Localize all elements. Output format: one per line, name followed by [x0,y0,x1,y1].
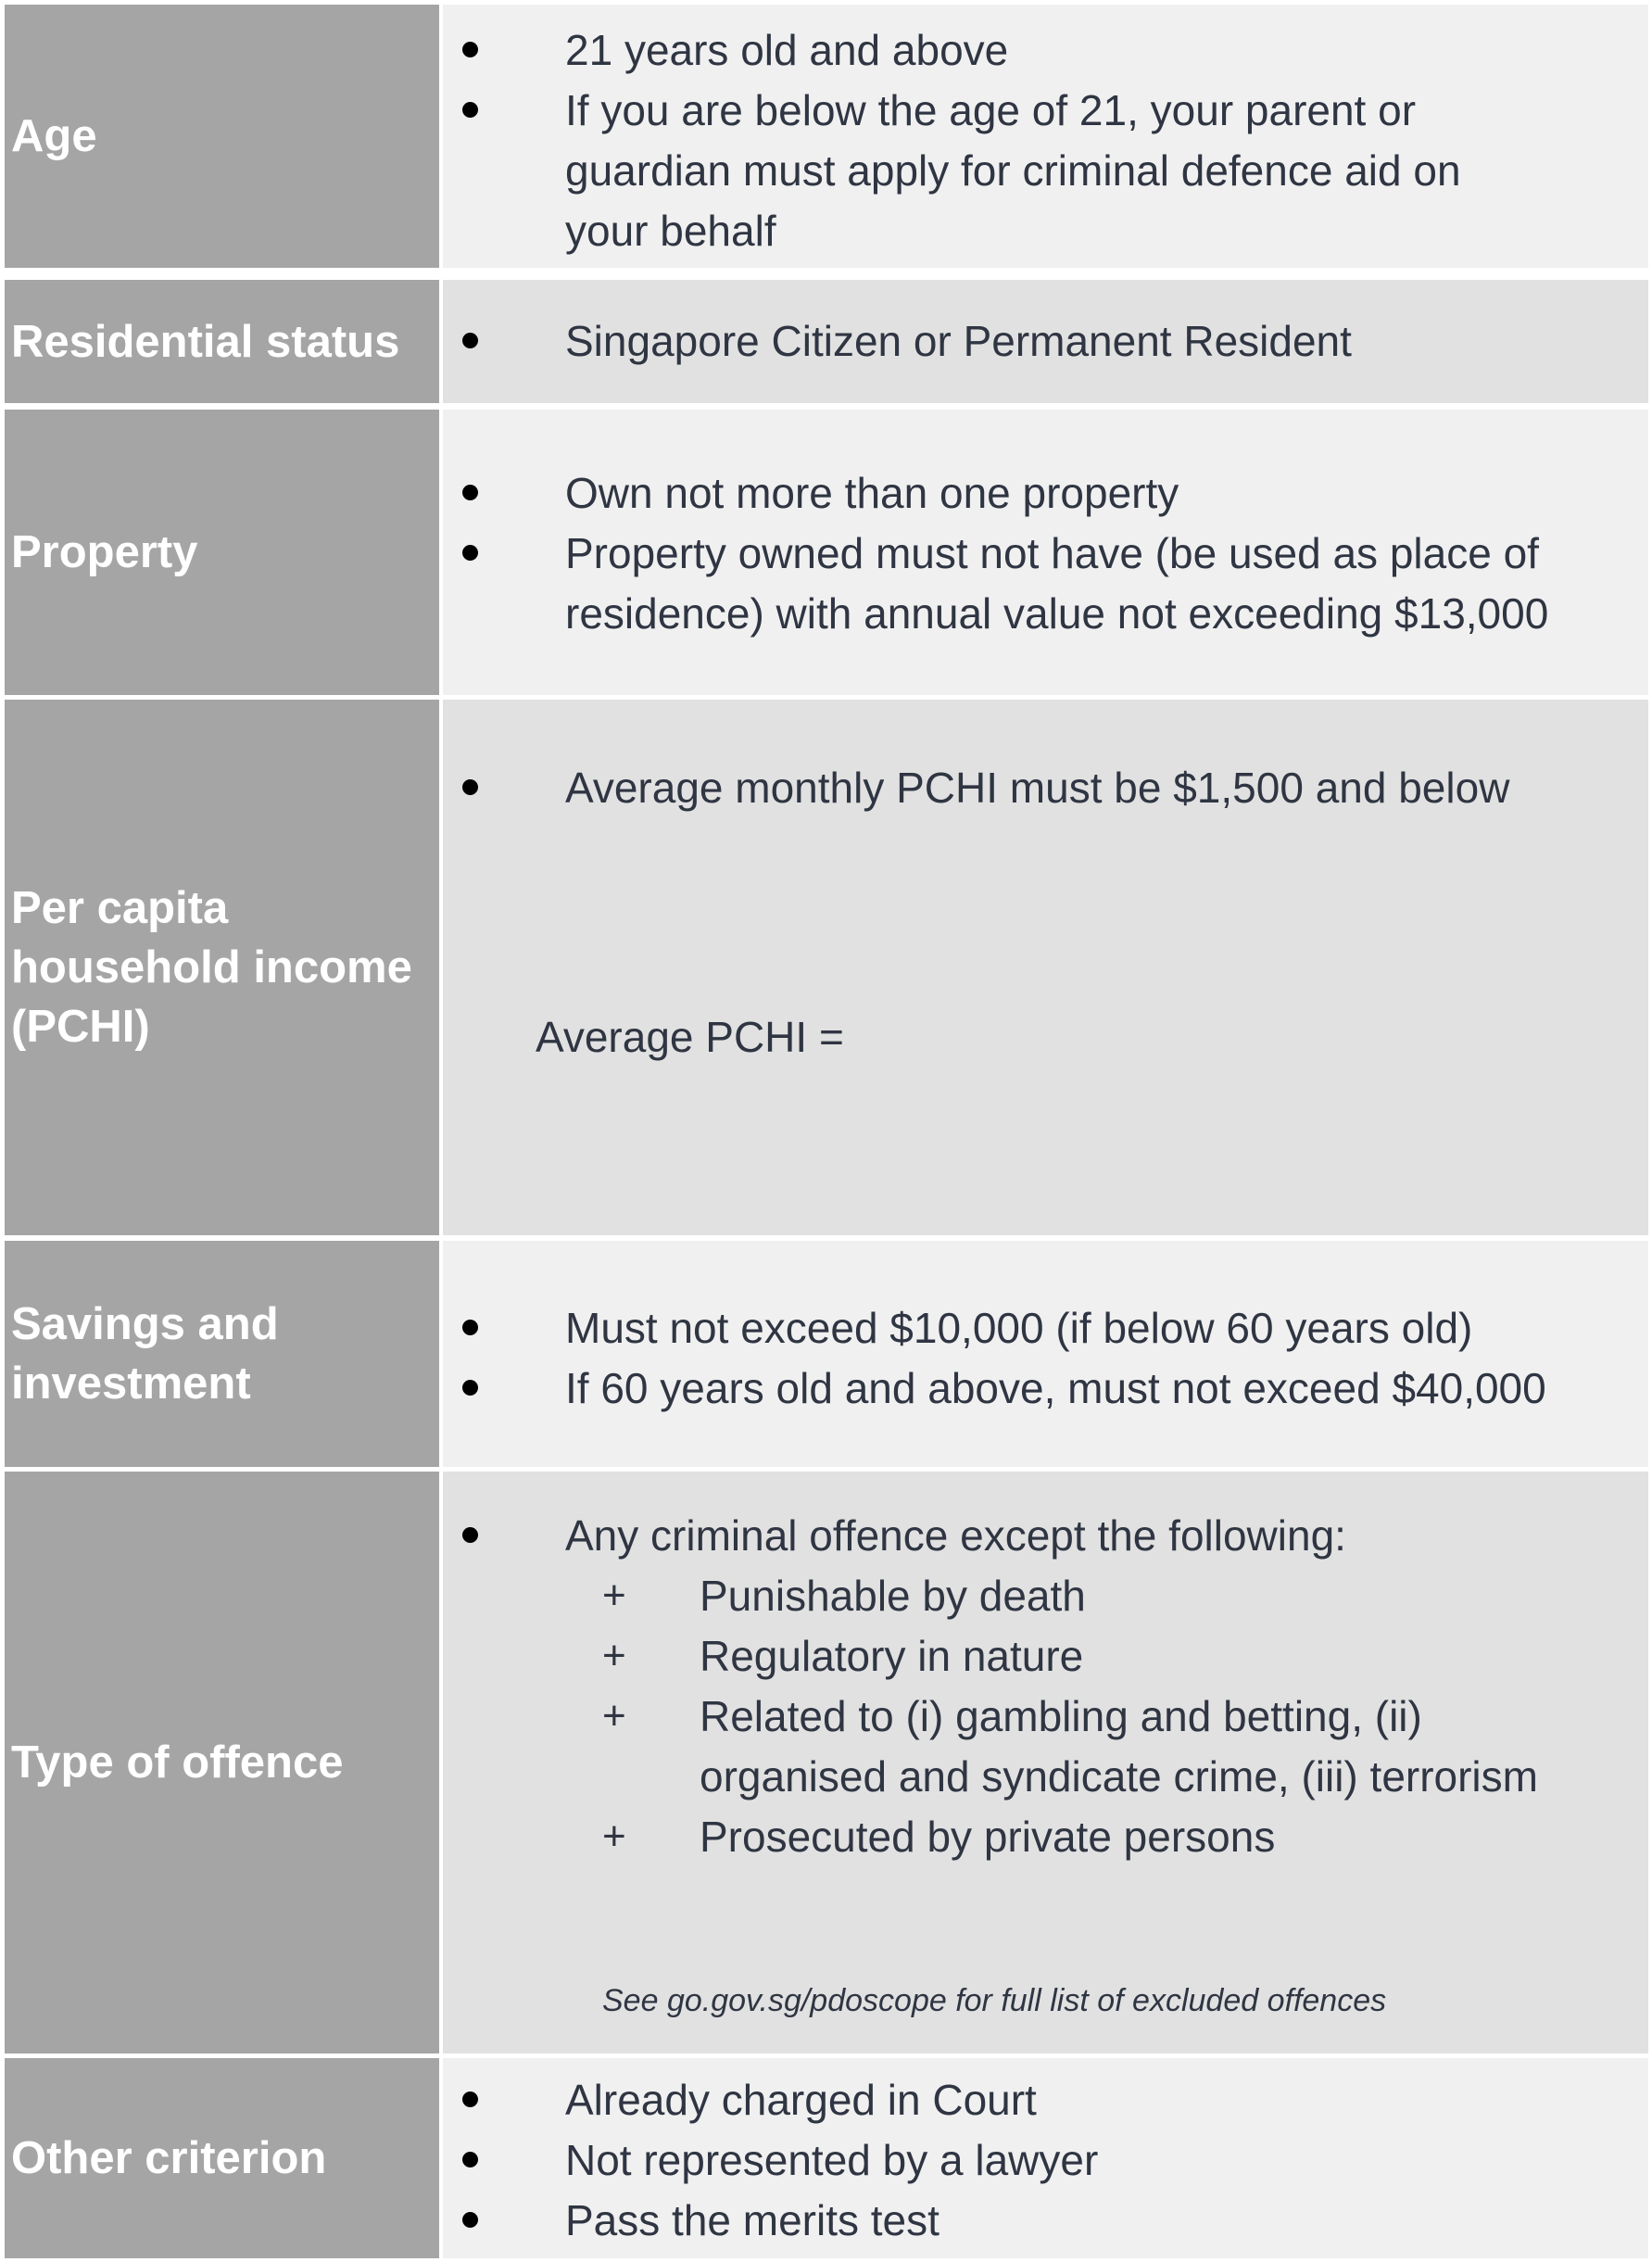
criterion-text: Own not more than one property [565,469,1179,517]
row-pchi: Per capita household income (PCHI) Avera… [0,700,1652,1235]
sub-criterion-text: Prosecuted by private persons [700,1813,1276,1861]
plus-icon: + [602,1693,626,1738]
row-criteria: Any criminal offence except the followin… [443,1472,1648,2053]
label-line: household income [11,942,412,992]
bullet-icon [462,1320,478,1335]
bullet-icon [462,779,478,795]
row-age: Age 21 years old and above If you are be… [0,5,1652,268]
row-label-text: Other criterion [11,2133,327,2183]
sub-criterion-text: organised and syndicate crime, (iii) ter… [700,1752,1538,1801]
label-line: Per capita [11,883,229,933]
criterion-text: your behalf [565,207,776,255]
bullet-icon [462,1527,478,1543]
row-label-text: Savings and investment [11,1295,279,1413]
row-label-text: Residential status [11,316,400,367]
row-label: Type of offence [5,1472,439,2053]
bullet-icon [462,2091,478,2107]
list-item: Any criminal offence except the followin… [443,1506,1648,1565]
criterion-text: 21 years old and above [565,26,1009,74]
plus-icon: + [602,1813,626,1859]
row-savings: Savings and investment Must not exceed $… [0,1241,1652,1467]
bullet-icon [462,102,478,118]
row-property: Property Own not more than one property … [0,410,1652,695]
row-criteria: Average monthly PCHI must be $1,500 and … [443,700,1648,1235]
bullet-icon [462,42,478,57]
row-criteria: Already charged in Court Not represented… [443,2058,1648,2258]
sub-list-item: + Regulatory in nature [443,1626,1648,1686]
label-line: investment [11,1358,251,1409]
footnote: See go.gov.sg/pdoscope for full list of … [443,1978,1648,2024]
list-item: If 60 years old and above, must not exce… [443,1358,1648,1418]
label-line: (PCHI) [11,1002,150,1052]
row-criteria: Singapore Citizen or Permanent Resident [443,280,1648,403]
list-item: Pass the merits test [443,2191,1648,2250]
criterion-text: Any criminal offence except the followin… [565,1511,1346,1560]
row-type-of-offence: Type of offence Any criminal offence exc… [0,1472,1652,2053]
criterion-text: guardian must apply for criminal defence… [565,146,1461,195]
row-criteria: Own not more than one property Property … [443,410,1648,695]
formula-text: Average PCHI = [536,1013,844,1061]
sub-list-item: + Punishable by death [443,1566,1648,1625]
criterion-text: Not represented by a lawyer [565,2136,1099,2184]
row-other-criterion: Other criterion Already charged in Court… [0,2058,1652,2258]
sub-criterion-text: Regulatory in nature [700,1632,1084,1680]
list-item: Not represented by a lawyer [443,2130,1648,2190]
bullet-icon [462,333,478,348]
criterion-text: residence) with annual value not exceedi… [565,589,1549,638]
bullet-icon [462,2152,478,2167]
list-item: 21 years old and above [443,20,1648,80]
formula-line: Average PCHI = [443,1007,1648,1067]
list-item: Average monthly PCHI must be $1,500 and … [443,758,1648,817]
plus-icon: + [602,1633,626,1678]
list-item-continuation: your behalf [443,201,1648,260]
criterion-text: Pass the merits test [565,2196,939,2244]
list-item-continuation: guardian must apply for criminal defence… [443,141,1648,200]
row-label-text: Property [11,527,198,577]
bullet-icon [462,485,478,500]
criterion-text: Must not exceed $10,000 (if below 60 yea… [565,1304,1473,1352]
sub-criterion-text: Punishable by death [700,1572,1086,1620]
bullet-icon [462,2212,478,2228]
list-item: If you are below the age of 21, your par… [443,81,1648,140]
row-criteria: Must not exceed $10,000 (if below 60 yea… [443,1241,1648,1467]
row-label: Per capita household income (PCHI) [5,700,439,1235]
sub-list-item-continuation: organised and syndicate crime, (iii) ter… [443,1747,1648,1806]
footnote-text: See go.gov.sg/pdoscope for full list of … [602,1983,1387,2018]
row-label: Residential status [5,280,439,403]
sub-criterion-text: Related to (i) gambling and betting, (ii… [700,1692,1422,1740]
bullet-icon [462,545,478,561]
criterion-text: Average monthly PCHI must be $1,500 and … [565,764,1510,812]
row-label: Property [5,410,439,695]
list-item: Own not more than one property [443,463,1648,523]
list-item-continuation: residence) with annual value not exceedi… [443,584,1648,643]
row-residential-status: Residential status Singapore Citizen or … [0,280,1652,403]
row-label: Other criterion [5,2058,439,2258]
row-criteria: 21 years old and above If you are below … [443,5,1648,268]
row-label: Age [5,5,439,268]
criterion-text: Property owned must not have (be used as… [565,529,1539,577]
sub-list-item: + Prosecuted by private persons [443,1807,1648,1866]
label-line: Savings and [11,1299,279,1349]
list-item: Singapore Citizen or Permanent Resident [443,311,1648,371]
list-item: Already charged in Court [443,2070,1648,2129]
criterion-text: Already charged in Court [565,2076,1037,2124]
row-label-text: Type of offence [11,1738,344,1788]
row-label: Savings and investment [5,1241,439,1467]
criterion-text: If you are below the age of 21, your par… [565,86,1417,134]
criterion-text: If 60 years old and above, must not exce… [565,1364,1546,1412]
criterion-text: Singapore Citizen or Permanent Resident [565,317,1352,365]
bullet-icon [462,1380,478,1396]
sub-list-item: + Related to (i) gambling and betting, (… [443,1687,1648,1746]
list-item: Must not exceed $10,000 (if below 60 yea… [443,1298,1648,1358]
row-label-text: Per capita household income (PCHI) [11,878,412,1056]
list-item: Property owned must not have (be used as… [443,524,1648,583]
row-label-text: Age [11,111,97,161]
plus-icon: + [602,1573,626,1618]
